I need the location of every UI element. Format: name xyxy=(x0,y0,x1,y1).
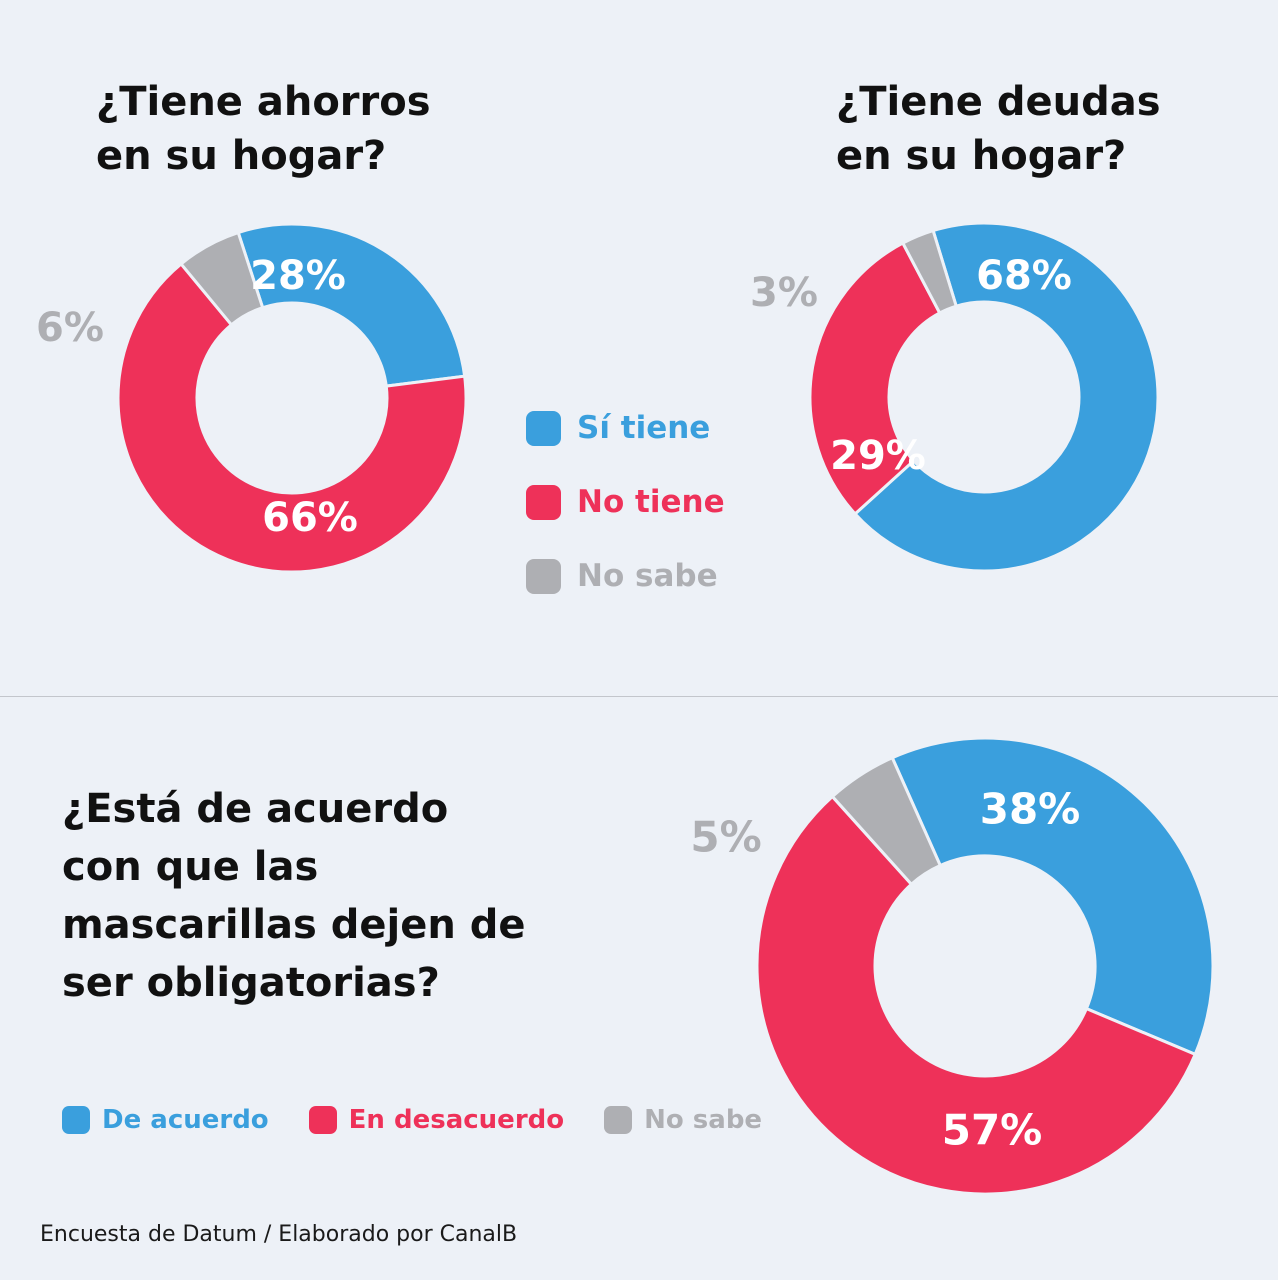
slice-deudas-si-tiene xyxy=(852,221,1160,573)
legend-item-de-acuerdo: De acuerdo xyxy=(62,1102,269,1138)
legend-label-si-tiene: Sí tiene xyxy=(577,410,711,446)
chart-title-deudas: ¿Tiene deudas en su hogar? xyxy=(836,79,1161,179)
data-label-ahorros-no-sabe: 6% xyxy=(36,305,104,351)
data-label-mascarillas-no-sabe: 5% xyxy=(690,813,761,862)
slice-ahorros-no-tiene xyxy=(116,261,468,574)
legend-label-no-tiene: No tiene xyxy=(577,484,725,520)
legend-swatch-blue xyxy=(526,410,561,446)
slice-mascarillas-de-acuerdo xyxy=(890,736,1215,1057)
data-label-deudas-si-tiene: 68% xyxy=(976,253,1072,299)
legend-item-si-tiene: Sí tiene xyxy=(526,410,725,446)
data-label-mascarillas-de-acuerdo: 38% xyxy=(980,785,1081,834)
legend-swatch-gray xyxy=(604,1106,633,1134)
slice-deudas-no-tiene xyxy=(808,241,942,516)
legend-item-no-sabe: No sabe xyxy=(604,1102,762,1138)
data-label-deudas-no-sabe: 3% xyxy=(750,270,818,316)
legend-item-no-tiene: No tiene xyxy=(526,484,725,520)
legend-label-no-sabe: No sabe xyxy=(644,1105,763,1135)
legend-swatch-blue xyxy=(62,1106,90,1134)
data-label-ahorros-si-tiene: 28% xyxy=(250,253,346,299)
legend-item-no-sabe: No sabe xyxy=(526,558,725,594)
legend-item-en-desacuerdo: En desacuerdo xyxy=(308,1102,565,1138)
legend-label-no-sabe: No sabe xyxy=(577,558,718,594)
legend-swatch-gray xyxy=(526,558,561,594)
data-label-deudas-no-tiene: 29% xyxy=(830,433,926,479)
legend-swatch-red xyxy=(308,1106,337,1134)
data-label-ahorros-no-tiene: 66% xyxy=(262,495,358,541)
chart-title-ahorros: ¿Tiene ahorros en su hogar? xyxy=(96,79,431,179)
source-note: Encuesta de Datum / Elaborado por CanalB xyxy=(40,1222,518,1247)
slice-mascarillas-en-desacuerdo xyxy=(755,794,1198,1196)
legend-label-de-acuerdo: De acuerdo xyxy=(102,1105,269,1135)
slice-ahorros-si-tiene xyxy=(236,222,467,388)
section-divider xyxy=(0,696,1278,697)
legend-top: Sí tiene No tiene No sabe xyxy=(526,410,725,632)
slice-ahorros-no-sabe xyxy=(178,230,265,327)
data-label-mascarillas-en-desacuerdo: 57% xyxy=(942,1106,1043,1155)
slice-mascarillas-no-sabe xyxy=(830,755,943,887)
legend-bottom: De acuerdo En desacuerdo No sabe xyxy=(62,1102,762,1138)
slice-deudas-no-sabe xyxy=(900,228,959,315)
chart-title-mascarillas: ¿Está de acuerdo con que las mascarillas… xyxy=(62,786,526,1006)
legend-swatch-red xyxy=(526,484,561,520)
legend-label-en-desacuerdo: En desacuerdo xyxy=(348,1105,565,1135)
